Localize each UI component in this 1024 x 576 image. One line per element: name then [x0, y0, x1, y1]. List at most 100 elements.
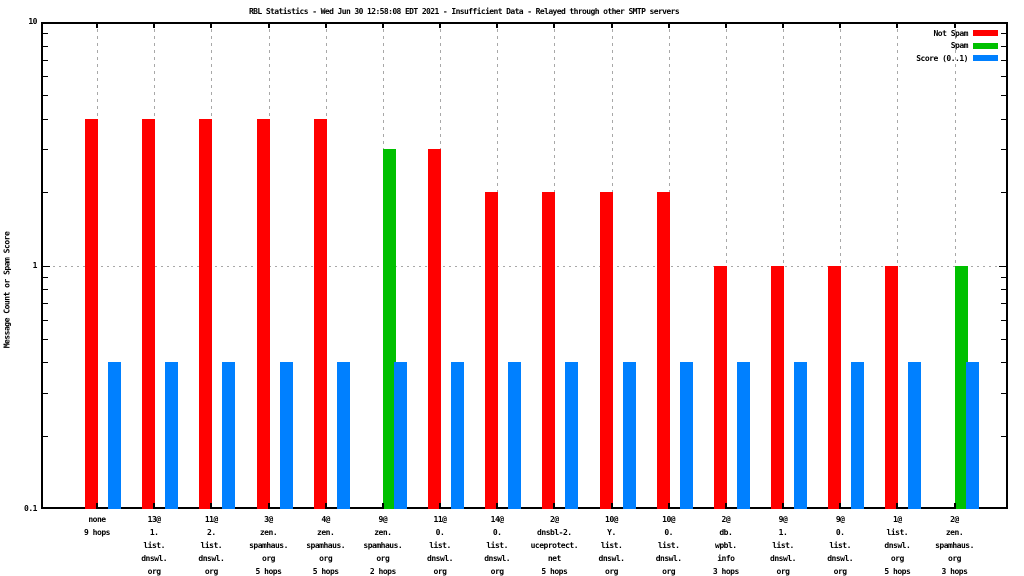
- y-minor-tick-left: [43, 33, 48, 34]
- bar-not-spam: [199, 118, 213, 509]
- y-minor-tick-left: [43, 320, 48, 321]
- y-minor-tick-left: [43, 289, 48, 290]
- y-minor-tick-right: [1001, 320, 1006, 321]
- y-minor-tick-left: [43, 192, 48, 193]
- x-category-label: 9@ 0. list. dnswl. org 5 hops: [827, 515, 854, 576]
- x-category-label: 2@ db. wpbl. info 3 hops: [712, 515, 739, 576]
- x-category-label: 2@ zen. spamhaus. org 3 hops: [935, 515, 974, 576]
- horizontal-gridline-1: [41, 266, 1008, 267]
- y-minor-tick-left: [43, 60, 48, 61]
- y-axis-label: Message Count or Spam Score: [2, 231, 12, 349]
- y-minor-tick-right: [1001, 95, 1006, 96]
- y-minor-tick-left: [43, 46, 48, 47]
- x-tick-top: [381, 22, 384, 28]
- x-tick-top: [96, 22, 98, 28]
- y-minor-tick-left: [43, 149, 48, 150]
- y-tick-label: 10: [28, 17, 37, 26]
- plot-border: [41, 22, 1008, 509]
- x-category-label: 3@ zen. spamhaus. org 5 hops: [249, 515, 288, 576]
- bar-score-0-1-: [508, 362, 522, 509]
- x-category-label: 11@ 0. list. dnswl. org 4 hops: [427, 515, 453, 576]
- y-tick-label: 0.1: [24, 504, 37, 513]
- bar-not-spam: [771, 265, 784, 509]
- bar-score-0-1-: [393, 362, 407, 509]
- x-tick-bottom: [153, 503, 156, 509]
- legend-color-swatch: [973, 30, 998, 37]
- y-major-tick-left: [43, 266, 50, 267]
- y-minor-tick-left: [43, 393, 48, 394]
- x-category-label: 9@ zen. spamhaus. org 2 hops: [363, 515, 403, 576]
- x-tick-top: [153, 22, 156, 28]
- x-tick-top: [839, 22, 842, 28]
- x-tick-bottom: [496, 503, 499, 509]
- y-minor-tick-right: [1001, 76, 1006, 77]
- bar-score-0-1-: [965, 362, 979, 509]
- bar-score-0-1-: [165, 362, 179, 509]
- bar-spam: [954, 265, 968, 509]
- bar-not-spam: [599, 192, 613, 509]
- bar-spam: [382, 149, 396, 509]
- x-tick-top: [496, 22, 499, 28]
- y-minor-tick-right: [1001, 339, 1006, 340]
- x-tick-top: [953, 22, 956, 28]
- x-category-label: 10@ 0. list. dnswl. org 4 hops: [655, 515, 682, 576]
- x-tick-bottom: [610, 503, 613, 509]
- x-tick-top: [724, 22, 727, 28]
- x-tick-top: [667, 22, 670, 28]
- x-tick-bottom: [953, 503, 956, 509]
- bar-score-0-1-: [622, 362, 636, 509]
- legend-color-swatch: [973, 42, 998, 49]
- bar-not-spam: [885, 265, 899, 509]
- y-minor-tick-left: [43, 339, 48, 340]
- y-minor-tick-right: [1001, 149, 1006, 150]
- x-tick-bottom: [667, 503, 670, 509]
- y-minor-tick-right: [1001, 436, 1006, 437]
- y-minor-tick-right: [1001, 46, 1006, 47]
- legend-item: Score (0..1): [916, 52, 998, 65]
- x-category-label: 10@ Y. list. dnswl. org 4 hops: [598, 515, 625, 576]
- chart-title: RBL Statistics - Wed Jun 30 12:58:08 EDT…: [248, 7, 680, 16]
- legend-item-label: Spam: [950, 41, 969, 51]
- bar-not-spam: [85, 118, 98, 509]
- x-tick-top: [553, 22, 556, 28]
- y-minor-tick-right: [1001, 60, 1006, 61]
- x-tick-top: [782, 22, 784, 28]
- y-tick-label: 1: [32, 261, 38, 270]
- bar-not-spam: [142, 118, 156, 509]
- y-minor-tick-right: [1001, 277, 1006, 278]
- bar-score-0-1-: [794, 362, 807, 509]
- bar-score-0-1-: [565, 362, 579, 509]
- legend-item-label: Not Spam: [933, 28, 968, 38]
- x-tick-top: [439, 22, 441, 28]
- x-tick-top: [896, 22, 899, 28]
- x-category-label: 11@ 2. list. dnswl. org 4 hops: [198, 515, 225, 576]
- y-minor-tick-left: [43, 76, 48, 77]
- bar-score-0-1-: [451, 362, 464, 509]
- bar-score-0-1-: [736, 362, 750, 509]
- x-tick-top: [610, 22, 613, 28]
- x-tick-bottom: [782, 503, 784, 509]
- y-minor-tick-left: [43, 436, 48, 437]
- x-tick-top: [210, 22, 213, 28]
- bar-not-spam: [542, 192, 556, 509]
- legend-item: Not Spam: [916, 27, 998, 40]
- bar-score-0-1-: [851, 362, 865, 509]
- x-tick-bottom: [439, 503, 441, 509]
- bar-score-0-1-: [222, 362, 236, 509]
- bar-not-spam: [256, 118, 270, 509]
- bar-not-spam: [485, 192, 499, 509]
- y-major-tick-right: [999, 266, 1006, 267]
- legend-color-swatch: [973, 55, 998, 62]
- y-minor-tick-right: [1001, 192, 1006, 193]
- bar-score-0-1-: [908, 362, 922, 509]
- x-category-label: none 9 hops: [84, 515, 110, 537]
- x-category-label: 14@ 0. list. dnswl. org 2 hops: [484, 515, 511, 576]
- x-tick-bottom: [324, 503, 327, 509]
- y-minor-tick-right: [1001, 33, 1006, 34]
- x-tick-bottom: [267, 503, 270, 509]
- y-minor-tick-left: [43, 303, 48, 304]
- x-tick-bottom: [724, 503, 727, 509]
- y-minor-tick-right: [1001, 289, 1006, 290]
- x-tick-top: [267, 22, 270, 28]
